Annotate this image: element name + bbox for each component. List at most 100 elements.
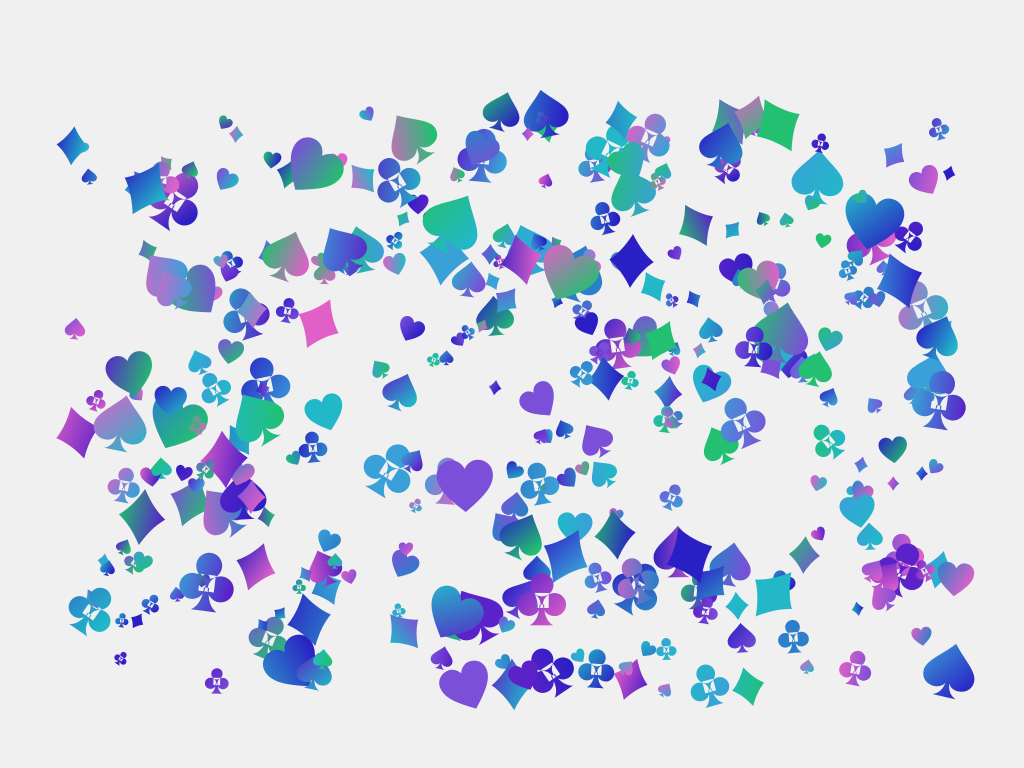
diamond-icon bbox=[500, 234, 542, 285]
club-icon bbox=[665, 293, 679, 308]
diamond-icon bbox=[419, 225, 470, 286]
diamond-icon bbox=[686, 290, 701, 308]
diamond-icon bbox=[485, 272, 500, 290]
heart-icon bbox=[868, 291, 886, 308]
spade-icon bbox=[482, 92, 520, 133]
spade-icon bbox=[422, 195, 478, 256]
diamond-icon bbox=[942, 165, 956, 181]
club-icon bbox=[107, 467, 140, 504]
spade-icon bbox=[451, 261, 486, 298]
spade-icon bbox=[916, 316, 958, 362]
club-icon bbox=[536, 111, 550, 127]
heart-icon bbox=[220, 264, 239, 282]
club-icon bbox=[377, 158, 421, 209]
spade-icon bbox=[791, 149, 844, 205]
spade-icon bbox=[538, 173, 553, 189]
club-icon bbox=[778, 619, 809, 654]
heart-icon bbox=[575, 461, 590, 476]
diamond-icon bbox=[229, 125, 244, 143]
heart-icon bbox=[290, 137, 344, 190]
diamond-icon bbox=[613, 658, 648, 700]
spade-icon bbox=[872, 586, 896, 612]
heart-icon bbox=[641, 640, 657, 657]
spade-icon bbox=[844, 291, 858, 306]
heart-icon bbox=[383, 252, 406, 275]
club-icon bbox=[839, 650, 872, 687]
diamond-icon bbox=[491, 658, 535, 711]
club-icon bbox=[813, 424, 846, 460]
club-icon bbox=[569, 361, 593, 388]
heart-icon bbox=[133, 552, 153, 571]
diamond-icon bbox=[274, 607, 286, 621]
diamond-icon bbox=[876, 253, 923, 309]
diamond-icon bbox=[854, 456, 868, 473]
spade-icon bbox=[262, 231, 309, 283]
heart-icon bbox=[810, 475, 828, 492]
heart-icon bbox=[543, 244, 600, 300]
heart-icon bbox=[219, 115, 233, 129]
club-icon bbox=[735, 326, 773, 368]
heart-icon bbox=[188, 478, 205, 494]
club-icon bbox=[275, 298, 299, 324]
diamond-icon bbox=[118, 488, 166, 546]
spade-icon bbox=[530, 233, 547, 252]
club-icon bbox=[915, 560, 935, 583]
heart-icon bbox=[804, 195, 821, 211]
heart-icon bbox=[574, 312, 599, 336]
heart-icon bbox=[285, 450, 301, 465]
diamond-icon bbox=[679, 204, 713, 246]
spade-icon bbox=[93, 395, 147, 453]
diamond-icon bbox=[695, 565, 725, 601]
club-icon bbox=[720, 397, 766, 450]
diamond-icon bbox=[200, 430, 248, 489]
spade-icon bbox=[323, 227, 367, 276]
club-icon bbox=[298, 431, 328, 463]
club-icon bbox=[626, 113, 670, 163]
heart-icon bbox=[557, 512, 593, 545]
spade-icon bbox=[64, 317, 86, 340]
spade-icon bbox=[188, 350, 212, 376]
diamond-icon bbox=[653, 375, 683, 411]
spade-icon bbox=[100, 560, 115, 577]
club-icon bbox=[876, 543, 924, 598]
diamond-icon bbox=[476, 319, 488, 333]
diamond-icon bbox=[692, 342, 706, 359]
diamond-icon bbox=[287, 593, 331, 647]
club-icon bbox=[114, 651, 127, 667]
spade-icon bbox=[699, 317, 723, 343]
diamond-icon bbox=[236, 291, 267, 329]
diamond-icon bbox=[495, 288, 517, 313]
spade-icon bbox=[382, 373, 417, 412]
diamond-icon bbox=[257, 506, 275, 528]
diamond-icon bbox=[594, 509, 636, 560]
spade-icon bbox=[499, 514, 542, 561]
heart-icon bbox=[311, 252, 326, 268]
spade-icon bbox=[867, 398, 883, 414]
diamond-icon bbox=[609, 233, 654, 288]
heart-icon bbox=[908, 164, 938, 194]
club-icon bbox=[690, 664, 730, 708]
heart-icon bbox=[878, 436, 907, 464]
spade-icon bbox=[861, 560, 883, 584]
diamond-icon bbox=[732, 667, 765, 706]
club-icon bbox=[811, 133, 830, 154]
diamond-icon bbox=[725, 221, 740, 239]
club-icon bbox=[68, 587, 112, 637]
heart-icon bbox=[508, 660, 538, 690]
heart-icon bbox=[845, 192, 905, 250]
club-icon bbox=[656, 638, 677, 660]
club-icon bbox=[853, 286, 874, 311]
spade-icon bbox=[657, 683, 672, 698]
heart-icon bbox=[400, 316, 426, 341]
spade-icon bbox=[779, 212, 794, 228]
diamond-icon bbox=[756, 99, 800, 152]
diamond-icon bbox=[538, 481, 551, 496]
spade-icon bbox=[115, 539, 131, 556]
diamond-icon bbox=[605, 100, 638, 140]
heart-icon bbox=[450, 332, 465, 346]
diamond-icon bbox=[543, 529, 588, 583]
diamond-icon bbox=[488, 379, 502, 396]
heart-icon bbox=[341, 569, 357, 585]
spade-icon bbox=[654, 162, 672, 181]
spade-icon bbox=[923, 643, 975, 700]
